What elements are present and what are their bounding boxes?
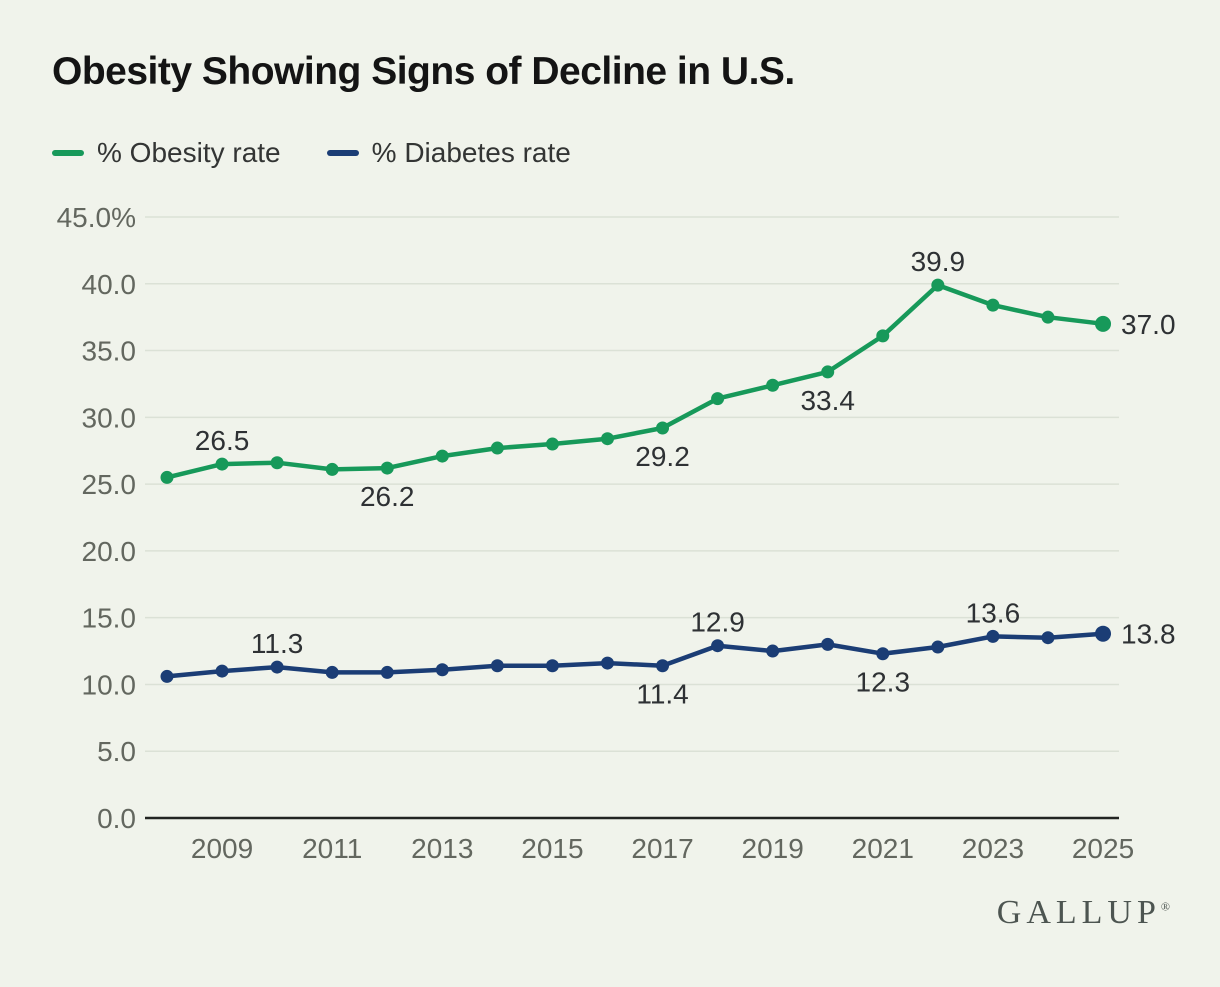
data-label-11.4: 11.4 [636, 679, 688, 710]
data-label-13.6: 13.6 [966, 597, 1021, 628]
diabetes-point-2019 [766, 644, 780, 658]
x-axis-tick-label: 2025 [1072, 833, 1134, 864]
y-axis-tick-label: 35.0 [82, 336, 137, 367]
diabetes-point-2008 [160, 669, 174, 683]
registered-mark: ® [1160, 899, 1170, 914]
obesity-point-2010 [270, 456, 284, 470]
x-axis-tick-label: 2015 [521, 833, 583, 864]
y-axis-tick-label: 15.0 [82, 603, 137, 634]
y-axis-tick-label: 30.0 [82, 402, 137, 433]
legend-label-obesity: % Obesity rate [97, 137, 281, 168]
diabetes-point-2016 [600, 656, 614, 670]
obesity-point-2014 [490, 441, 504, 455]
data-label-39.9: 39.9 [911, 246, 966, 277]
diabetes-series-swatch [326, 150, 359, 156]
obesity-point-2023 [986, 298, 1000, 312]
gallup-logo: GALLUP® [996, 894, 1170, 931]
legend-label-diabetes: % Diabetes rate [371, 137, 571, 168]
obesity-line [164, 282, 1106, 480]
obesity-point-2020 [821, 365, 835, 379]
y-axis-tick-label: 0.0 [97, 803, 136, 834]
diabetes-line [164, 631, 1106, 679]
y-axis-tick-label: 40.0 [82, 269, 137, 300]
y-axis-tick-label: 25.0 [82, 469, 137, 500]
data-label-33.4: 33.4 [800, 385, 855, 416]
x-axis-tick-label: 2017 [631, 833, 693, 864]
diabetes-point-2010 [270, 660, 284, 674]
obesity-point-2016 [600, 432, 614, 446]
diabetes-point-2013 [435, 663, 449, 677]
x-axis-tick-label: 2013 [411, 833, 473, 864]
data-label-12.3: 12.3 [856, 667, 911, 698]
legend-item-diabetes: % Diabetes rate [326, 137, 571, 169]
y-axis-tick-label: 20.0 [82, 536, 137, 567]
y-axis-tick-label: 45.0% [57, 202, 136, 233]
obesity-point-2008 [160, 470, 174, 484]
data-label-26.2: 26.2 [360, 481, 415, 512]
obesity-point-2022 [931, 278, 945, 292]
diabetes-point-2015 [545, 659, 559, 673]
diabetes-point-2021 [876, 647, 890, 661]
y-axis-tick-label: 5.0 [97, 736, 136, 767]
diabetes-point-2023 [986, 629, 1000, 643]
obesity-point-2025 [1095, 315, 1112, 332]
x-axis-tick-label: 2009 [191, 833, 253, 864]
obesity-point-2019 [766, 378, 780, 392]
x-axis-tick-label: 2019 [742, 833, 804, 864]
legend-item-obesity: % Obesity rate [52, 137, 281, 169]
obesity-point-2015 [545, 437, 559, 451]
data-label-29.2: 29.2 [635, 441, 690, 472]
obesity-point-2017 [656, 421, 670, 435]
obesity-point-2021 [876, 329, 890, 343]
diabetes-point-2014 [490, 659, 504, 673]
obesity-point-2018 [711, 392, 725, 406]
obesity-point-2009 [215, 457, 229, 471]
chart-title: Obesity Showing Signs of Decline in U.S. [52, 50, 795, 93]
x-axis-tick-label: 2011 [302, 833, 362, 864]
obesity-point-2013 [435, 449, 449, 463]
data-label-13.8: 13.8 [1121, 619, 1176, 650]
data-label-11.3: 11.3 [251, 628, 303, 659]
diabetes-point-2020 [821, 637, 835, 651]
diabetes-point-2011 [325, 665, 339, 679]
obesity-point-2011 [325, 462, 339, 476]
diabetes-point-2018 [711, 639, 725, 653]
obesity-point-2012 [380, 461, 394, 475]
data-label-37.0: 37.0 [1121, 309, 1176, 340]
x-axis-tick-label: 2023 [962, 833, 1024, 864]
legend: % Obesity rate % Diabetes rate [52, 137, 571, 169]
obesity-point-2024 [1041, 310, 1055, 324]
diabetes-point-2022 [931, 640, 945, 654]
diabetes-point-2025 [1095, 625, 1112, 642]
data-label-26.5: 26.5 [195, 425, 250, 456]
x-axis-tick-label: 2021 [852, 833, 914, 864]
obesity-series-swatch [52, 150, 84, 156]
diabetes-point-2017 [656, 659, 670, 673]
diabetes-point-2024 [1041, 631, 1055, 645]
data-label-12.9: 12.9 [690, 607, 745, 638]
y-axis-tick-label: 10.0 [82, 669, 137, 700]
diabetes-point-2009 [215, 664, 229, 678]
diabetes-point-2012 [380, 665, 394, 679]
